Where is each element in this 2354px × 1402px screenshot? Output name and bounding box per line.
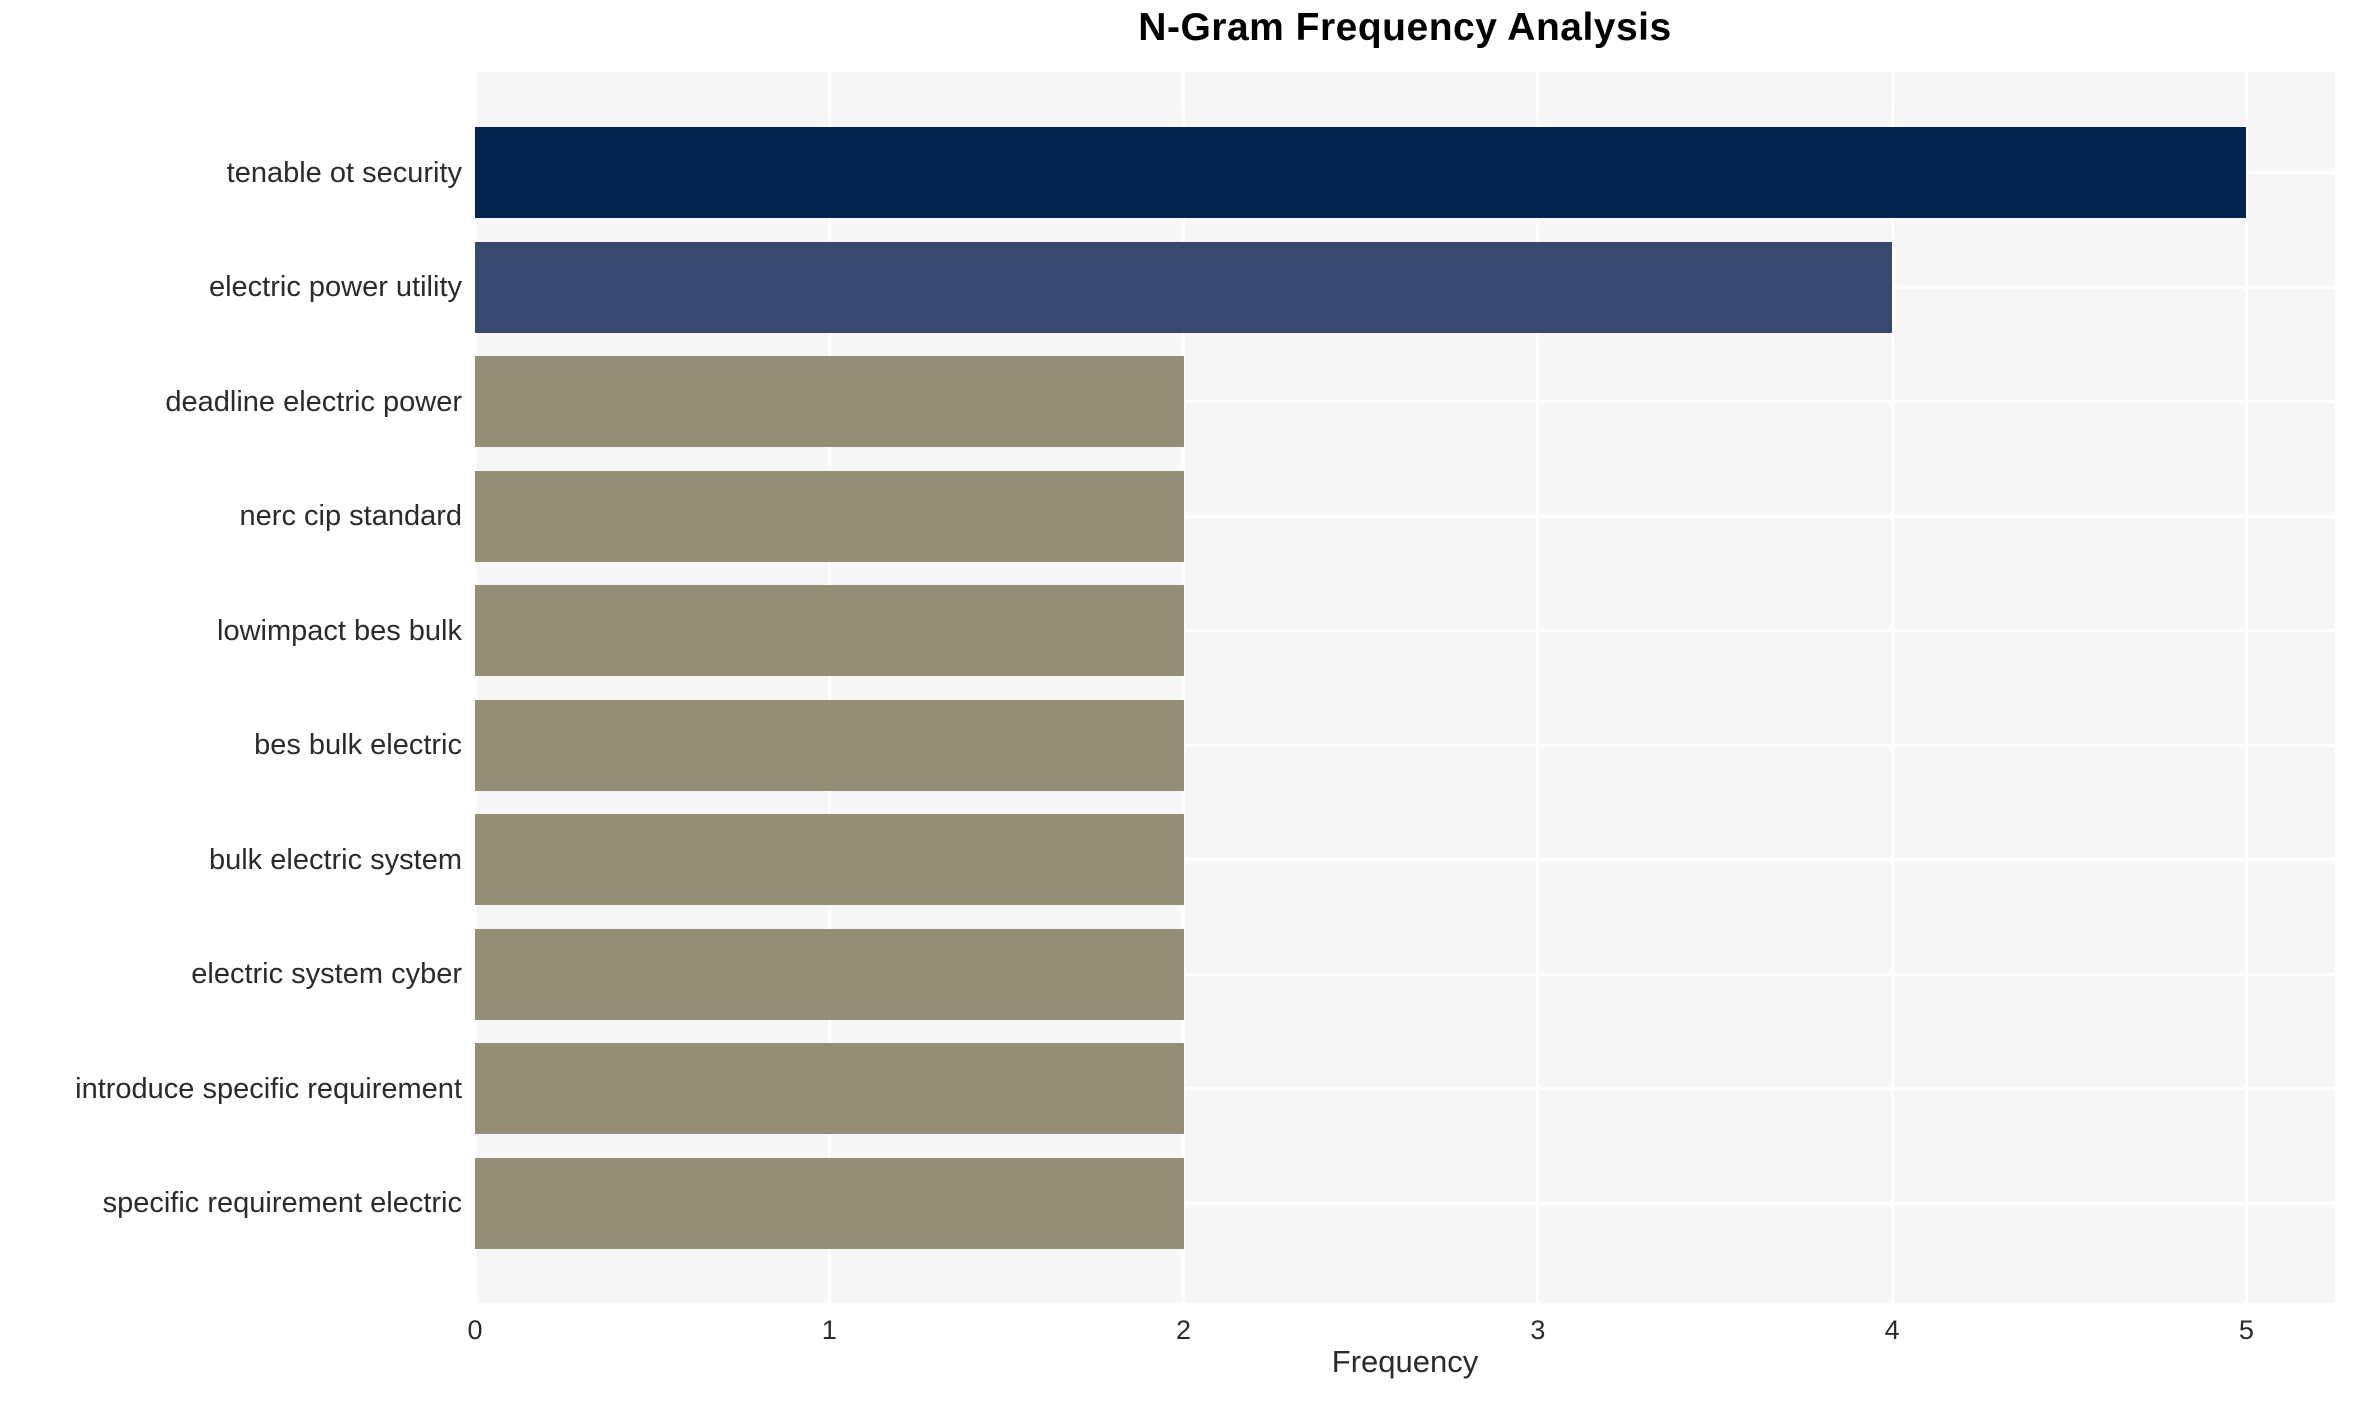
x-tick-label: 4 — [1884, 1315, 1900, 1345]
h-gridline — [475, 1087, 2335, 1090]
x-tick-label: 3 — [1530, 1315, 1546, 1345]
category-label: tenable ot security — [226, 156, 462, 189]
x-tick-label: 2 — [1176, 1315, 1192, 1345]
category-label: lowimpact bes bulk — [217, 614, 462, 647]
category-label: electric system cyber — [191, 958, 462, 990]
h-gridline — [475, 743, 2335, 747]
chart-title: N-Gram Frequency Analysis — [1138, 6, 1672, 49]
h-gridline — [475, 400, 2335, 403]
h-gridline — [475, 514, 2335, 518]
bar — [475, 699, 1184, 791]
bar — [475, 585, 1184, 676]
bar — [475, 356, 1184, 447]
v-gridline — [2244, 72, 2248, 1303]
category-label: specific requirement electric — [102, 1187, 462, 1219]
v-gridline — [1536, 72, 1540, 1303]
h-gridline — [475, 858, 2335, 861]
category-label: nerc cip standard — [239, 500, 462, 532]
category-label: introduce specific requirement — [75, 1072, 462, 1105]
category-label: bulk electric system — [208, 843, 462, 876]
v-gridline — [1890, 72, 1894, 1303]
h-gridline — [475, 972, 2335, 976]
bar — [475, 928, 1184, 1020]
bar — [475, 1157, 1184, 1249]
x-tick-label: 1 — [821, 1315, 837, 1345]
bar — [475, 814, 1184, 905]
h-gridline — [475, 629, 2335, 632]
v-gridline — [473, 72, 477, 1303]
x-tick-label: 0 — [467, 1315, 483, 1345]
v-gridline — [827, 72, 831, 1303]
category-label: electric power utility — [208, 271, 462, 303]
x-axis-label: Frequency — [1331, 1344, 1479, 1379]
v-gridline — [1182, 72, 1186, 1303]
h-gridline — [475, 1201, 2335, 1205]
category-label: bes bulk electric — [254, 729, 462, 761]
bar — [475, 470, 1184, 562]
bar — [475, 127, 2247, 218]
x-tick-label: 5 — [2238, 1315, 2254, 1345]
bar — [475, 1043, 1184, 1134]
bar — [475, 241, 1893, 333]
plot-area — [473, 72, 2335, 1303]
category-label: deadline electric power — [165, 385, 462, 418]
